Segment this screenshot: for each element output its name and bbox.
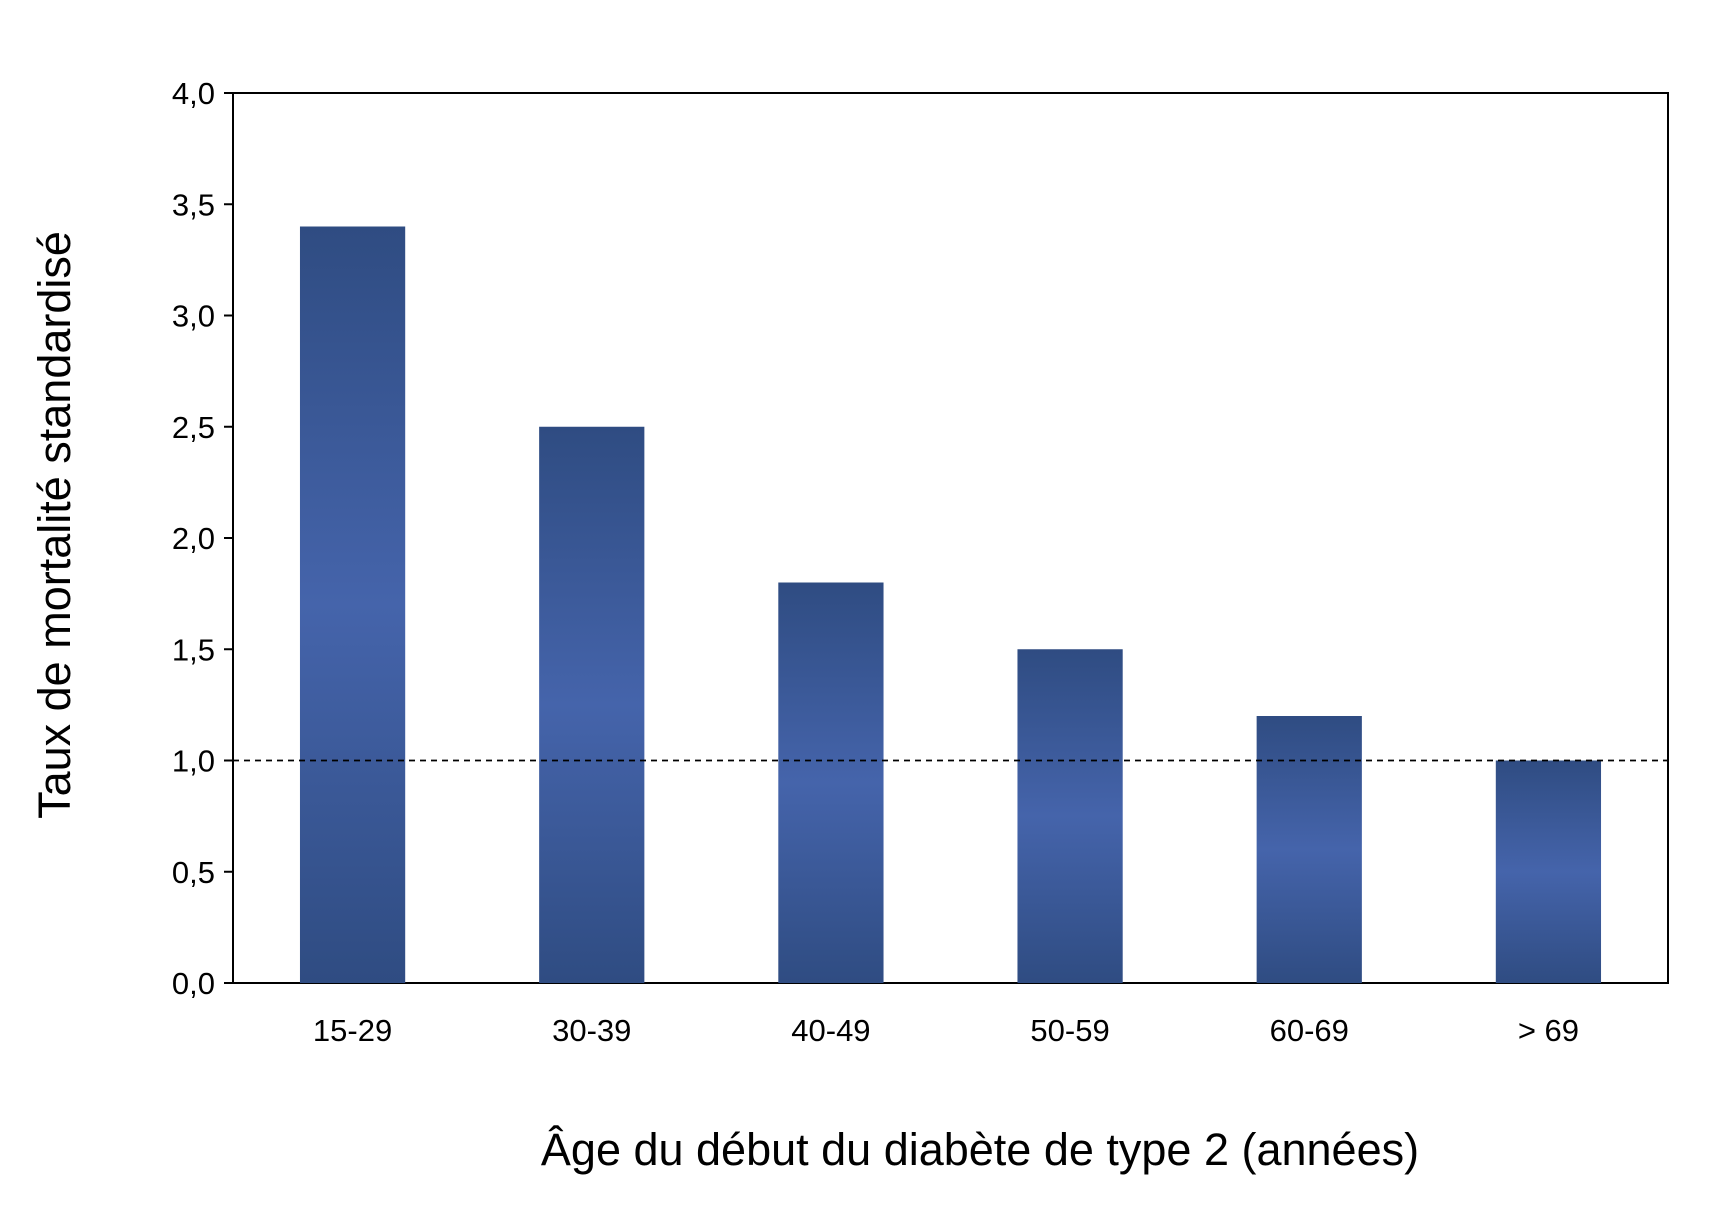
plot-frame [232,92,1669,984]
y-tick-label: 1,0 [172,744,215,779]
bar-50-59 [1017,649,1123,983]
y-tick-label: 3,0 [172,299,215,334]
y-axis-title: Taux de mortalité standardisé [29,231,80,819]
bar-69 [1495,760,1602,983]
bar-15-29 [299,226,406,983]
x-tick-label: 30-39 [552,1013,631,1048]
x-tick-label: 50-59 [1030,1013,1109,1048]
bar-40-49 [778,582,884,983]
y-tick-label: 1,5 [172,632,215,667]
y-tick-label: 4,0 [172,76,215,111]
x-tick-label: 15-29 [313,1013,392,1048]
y-tick-label: 2,5 [172,410,215,445]
y-tick-label: 2,0 [172,521,215,556]
x-tick-label: 60-69 [1270,1013,1349,1048]
y-tick-label: 0,5 [172,855,215,890]
y-tick-label: 3,5 [172,187,215,222]
y-tick-label: 0,0 [172,966,215,1001]
x-tick-label: 40-49 [791,1013,870,1048]
bar-60-69 [1256,716,1362,983]
bar-30-39 [539,426,645,983]
x-tick-label: > 69 [1518,1013,1579,1048]
x-axis-title: Âge du début du diabète de type 2 (année… [541,1124,1419,1175]
